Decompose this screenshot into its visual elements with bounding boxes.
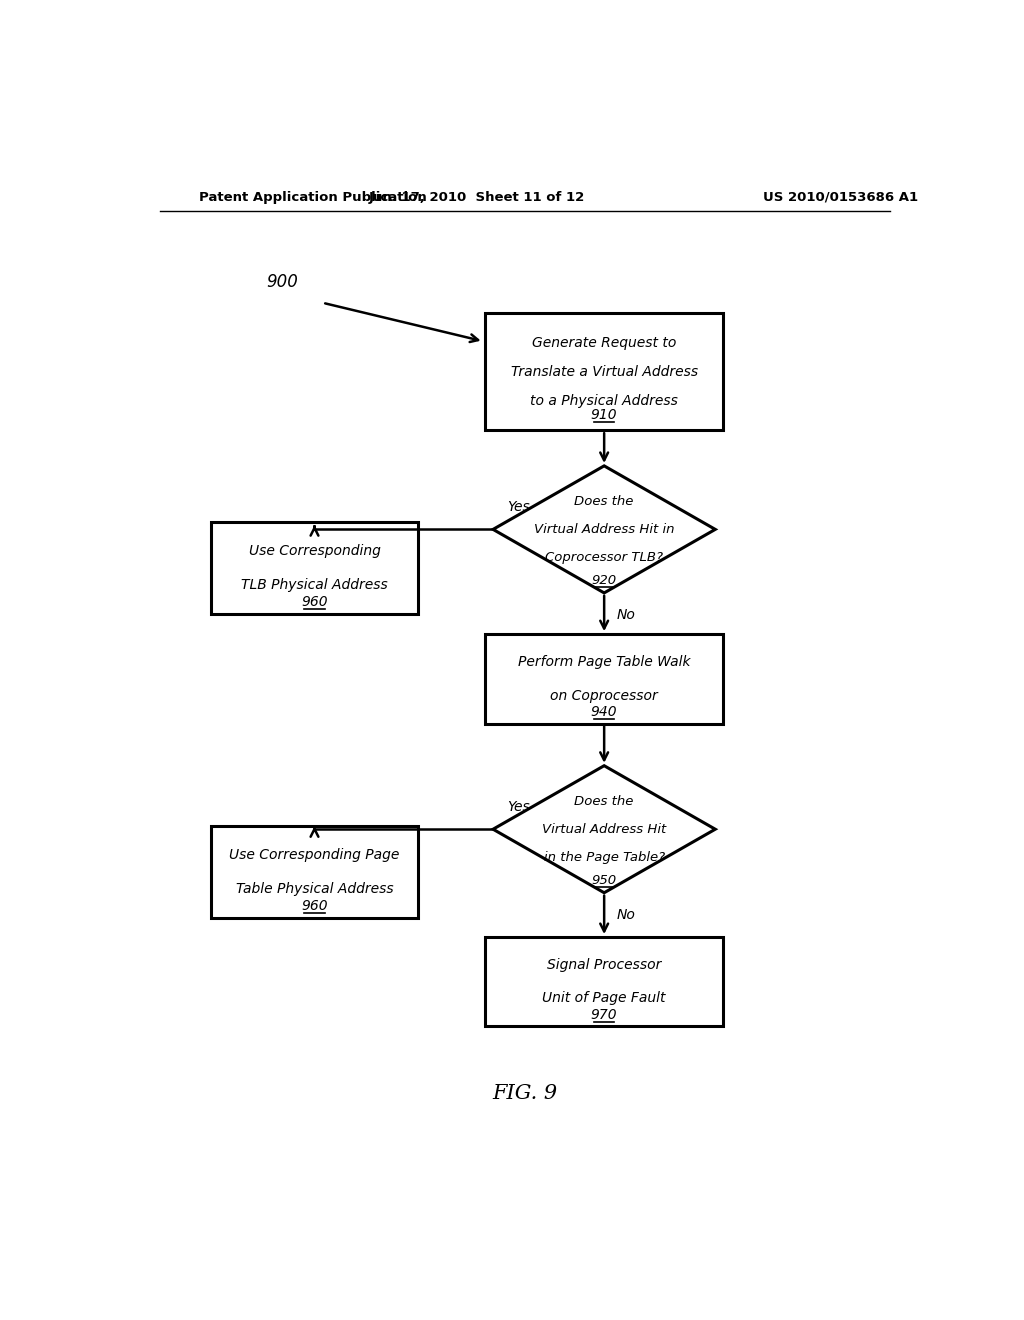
Text: Use Corresponding Page: Use Corresponding Page [229, 847, 399, 862]
Text: Jun. 17, 2010  Sheet 11 of 12: Jun. 17, 2010 Sheet 11 of 12 [369, 190, 586, 203]
FancyBboxPatch shape [485, 937, 723, 1027]
Text: Signal Processor: Signal Processor [547, 958, 662, 972]
Text: in the Page Table?: in the Page Table? [544, 850, 665, 863]
Text: Virtual Address Hit in: Virtual Address Hit in [534, 523, 675, 536]
Text: Yes: Yes [507, 800, 529, 814]
Text: Use Corresponding: Use Corresponding [249, 544, 381, 558]
Text: 950: 950 [592, 874, 616, 887]
Text: Does the: Does the [574, 795, 634, 808]
Text: 960: 960 [301, 899, 328, 912]
Text: Translate a Virtual Address: Translate a Virtual Address [511, 364, 697, 379]
Text: on Coprocessor: on Coprocessor [550, 689, 658, 702]
Text: 920: 920 [592, 574, 616, 586]
FancyBboxPatch shape [485, 634, 723, 723]
Text: to a Physical Address: to a Physical Address [530, 395, 678, 408]
Text: 900: 900 [266, 273, 299, 292]
Text: Patent Application Publication: Patent Application Publication [200, 190, 427, 203]
Text: Virtual Address Hit: Virtual Address Hit [542, 822, 667, 836]
Text: 940: 940 [591, 705, 617, 719]
Text: Perform Page Table Walk: Perform Page Table Walk [518, 655, 690, 669]
Text: 910: 910 [591, 408, 617, 422]
Text: No: No [616, 609, 636, 622]
Text: US 2010/0153686 A1: US 2010/0153686 A1 [763, 190, 918, 203]
Text: Yes: Yes [507, 500, 529, 513]
FancyBboxPatch shape [485, 313, 723, 430]
Text: Coprocessor TLB?: Coprocessor TLB? [545, 550, 664, 564]
Text: Generate Request to: Generate Request to [532, 335, 676, 350]
Polygon shape [494, 466, 715, 593]
Text: FIG. 9: FIG. 9 [493, 1084, 557, 1104]
Text: No: No [616, 908, 636, 923]
Text: 970: 970 [591, 1007, 617, 1022]
Text: Does the: Does the [574, 495, 634, 508]
FancyBboxPatch shape [211, 523, 418, 614]
FancyBboxPatch shape [211, 826, 418, 917]
Text: TLB Physical Address: TLB Physical Address [241, 578, 388, 593]
Text: Unit of Page Fault: Unit of Page Fault [543, 991, 666, 1006]
Polygon shape [494, 766, 715, 892]
Text: 960: 960 [301, 595, 328, 609]
Text: Table Physical Address: Table Physical Address [236, 882, 393, 896]
